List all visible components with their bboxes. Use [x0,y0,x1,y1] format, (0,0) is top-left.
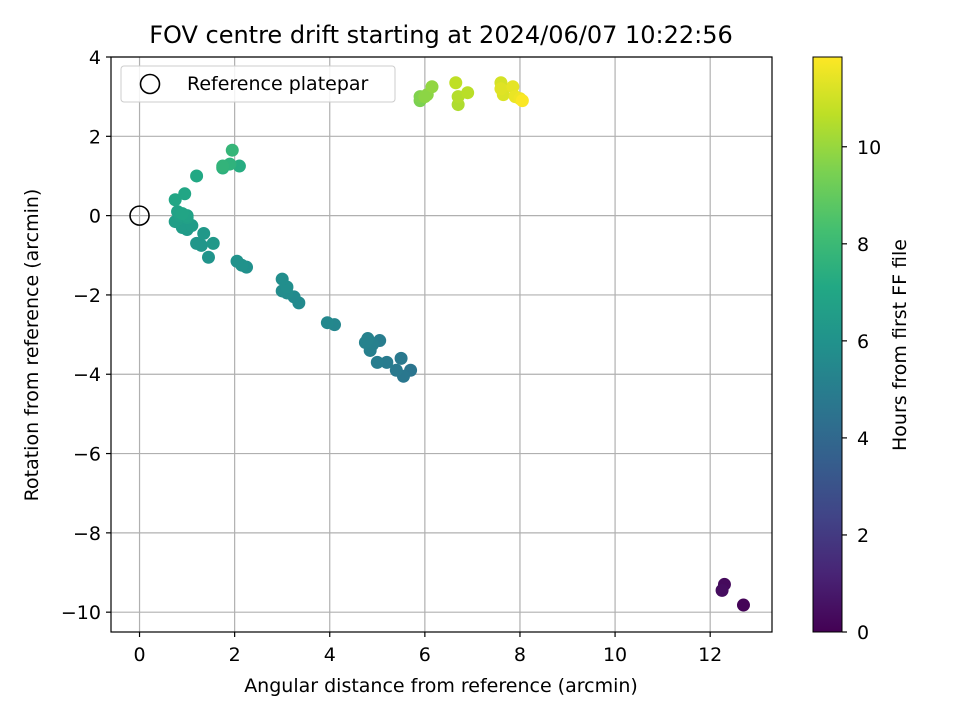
data-point [449,76,463,90]
colorbar-tick-label: 4 [857,428,869,450]
data-point [225,143,239,157]
colorbar-tick-label: 8 [857,234,869,256]
legend-marker [139,73,161,95]
y-axis-ticks: −10 −8 −6 −4 −2 0 2 4 [61,47,111,624]
data-point [206,236,220,250]
colorbar-tick-label: 0 [857,622,869,644]
x-axis-label: Angular distance from reference (arcmin) [244,675,638,697]
y-tick-label: −10 [61,602,101,624]
colorbar-tick-label: 2 [857,525,869,547]
data-point [389,363,403,377]
y-tick-label: 4 [89,47,101,69]
data-point [736,598,750,612]
data-point [190,236,204,250]
data-point [201,250,215,264]
colorbar-label: Hours from first FF file [889,239,911,451]
data-point [506,80,520,94]
x-tick-label: 2 [229,644,241,666]
data-point [461,86,475,100]
x-tick-label: 0 [133,644,145,666]
y-axis-label: Rotation from reference (arcmin) [21,189,43,502]
x-tick-label: 6 [419,644,431,666]
data-point [380,355,394,369]
data-point [320,316,334,330]
x-tick-label: 4 [324,644,336,666]
plot-frame [110,56,773,633]
data-point [230,254,244,268]
y-tick-label: 2 [89,126,101,148]
data-point [494,82,508,96]
legend: Reference platepar [120,65,396,103]
x-tick-label: 10 [603,644,627,666]
chart-title: FOV centre drift starting at 2024/06/07 … [149,21,733,49]
data-point [178,187,192,201]
data-point [394,351,408,365]
data-point [425,80,439,94]
data-point [190,169,204,183]
data-point [515,94,529,108]
data-point [197,226,211,240]
reference-platepar-marker [129,205,150,226]
data-point [715,583,729,597]
y-tick-label: −2 [73,285,101,307]
colorbar-ticks: 0 2 4 6 8 10 [842,137,881,644]
gridlines [111,56,772,632]
x-axis-ticks: 0 2 4 6 8 10 12 [133,632,722,666]
y-tick-label: 0 [89,206,101,228]
data-point [168,193,182,207]
x-tick-label: 8 [514,644,526,666]
data-point [175,207,189,221]
colorbar-tick-label: 6 [857,331,869,353]
x-tick-label: 12 [698,644,722,666]
y-tick-label: −6 [73,444,101,466]
y-tick-label: −4 [73,364,101,386]
data-points [168,76,750,612]
colorbar: 0 2 4 6 8 10 Hours from first FF file [812,56,911,644]
data-point [418,90,432,104]
colorbar-gradient [812,56,843,633]
legend-box [120,65,396,103]
y-tick-label: −8 [73,523,101,545]
legend-label: Reference platepar [187,73,369,95]
data-point [275,272,289,286]
data-point [370,355,384,369]
data-point [216,159,230,173]
colorbar-tick-label: 10 [857,137,881,159]
data-point [361,332,375,346]
